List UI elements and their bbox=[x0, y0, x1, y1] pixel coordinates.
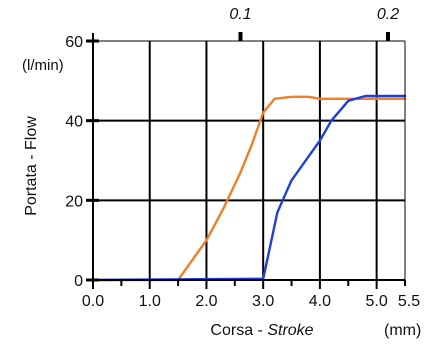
x-axis-unit: (mm) bbox=[384, 322, 421, 339]
x-tick-label: 0.0 bbox=[82, 293, 104, 310]
axes bbox=[92, 33, 406, 281]
grid-lines bbox=[93, 41, 405, 280]
x-axis-title-italic: Stroke bbox=[267, 322, 313, 339]
y-tick-label: 0 bbox=[74, 273, 83, 290]
top-axis-label: 0.1 bbox=[229, 6, 251, 23]
y-axis-unit: (l/min) bbox=[22, 57, 64, 74]
y-axis-title: Portata - Flow bbox=[23, 116, 40, 216]
x-axis-title-plain: Corsa - bbox=[210, 322, 267, 339]
y-tick-label: 60 bbox=[65, 34, 83, 51]
x-tick-label: 4.0 bbox=[309, 293, 331, 310]
x-tick-label: 2.0 bbox=[195, 293, 217, 310]
y-tick-label: 20 bbox=[65, 193, 83, 210]
x-tick-label: 5.5 bbox=[398, 293, 420, 310]
x-tick-label: 5.0 bbox=[366, 293, 388, 310]
y-tick-label: 40 bbox=[65, 114, 83, 131]
top-axis-label: 0.2 bbox=[377, 6, 399, 23]
x-tick-label: 3.0 bbox=[252, 293, 274, 310]
series-line bbox=[91, 94, 407, 282]
x-tick-label: 1.0 bbox=[139, 293, 161, 310]
series-line bbox=[91, 95, 407, 282]
x-axis-title: Corsa - Stroke bbox=[210, 322, 313, 339]
tick-labels: 0 20 40 60 0.0 1.0 2.0 3.0 4.0 5.0 5.5 0.1 0.2 bbox=[65, 6, 420, 310]
tick-marks bbox=[86, 32, 406, 289]
series-lines bbox=[91, 94, 407, 282]
